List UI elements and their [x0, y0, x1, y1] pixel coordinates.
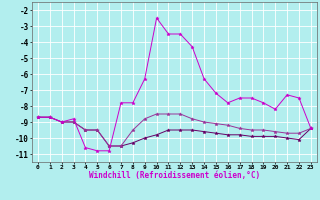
X-axis label: Windchill (Refroidissement éolien,°C): Windchill (Refroidissement éolien,°C) [89, 171, 260, 180]
